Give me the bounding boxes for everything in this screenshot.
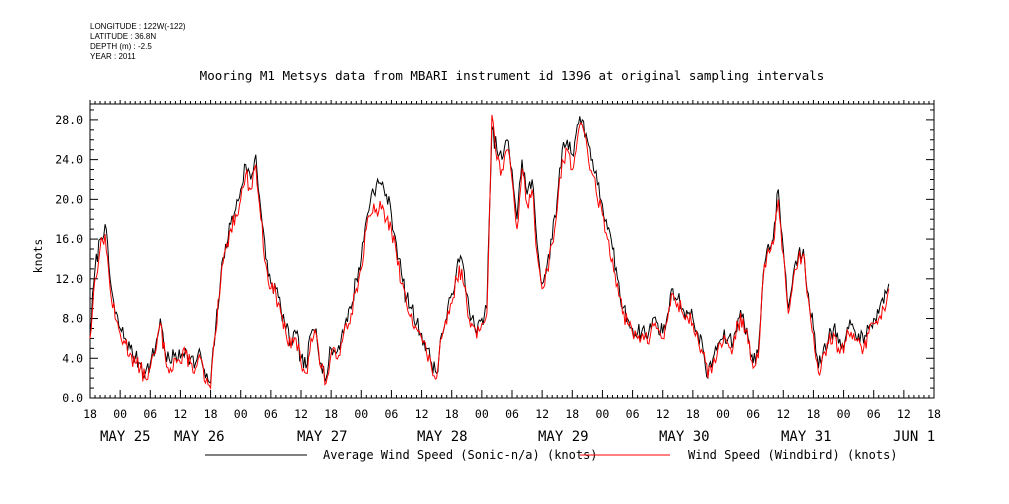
legend-label-2: Wind Speed (Windbird) (knots) [688,448,898,462]
metadata-block: LONGITUDE : 122W(-122) LATITUDE : 36.8N … [90,22,186,62]
y-tick-label: 8.0 [62,312,83,326]
x-tick-label: 00 [475,407,489,421]
y-tick-label: 4.0 [62,351,83,365]
date-label: MAY 27 [297,429,348,445]
x-tick-label: 18 [324,407,338,421]
x-tick-label: 12 [656,407,670,421]
x-tick-label: 00 [595,407,609,421]
date-label: MAY 29 [538,429,589,445]
x-tick-label: 00 [234,407,248,421]
series-group [89,114,890,391]
legend: Average Wind Speed (Sonic-n/a) (knots) Wi… [205,448,898,462]
y-tick-label: 28.0 [55,113,83,127]
x-tick-label: 06 [505,407,519,421]
legend-label-1: Average Wind Speed (Sonic-n/a) (knots) [323,448,598,462]
y-tick-label: 20.0 [55,192,83,206]
x-tick-label: 06 [264,407,278,421]
x-tick-label: 18 [83,407,97,421]
x-tick-label: 18 [204,407,218,421]
y-tick-label: 16.0 [55,232,83,246]
x-tick-label: 00 [354,407,368,421]
longitude-text: LONGITUDE : 122W(-122) [90,22,186,31]
x-tick-label: 12 [415,407,429,421]
y-tick-label: 12.0 [55,272,83,286]
date-label: MAY 26 [174,429,225,445]
axes-group: 0.0 4.0 8.0 12.0 16.0 20.0 24.0 28.0 18 00 06 12 18 0… [55,100,941,445]
x-tick-label: 06 [867,407,881,421]
x-tick-label: 18 [806,407,820,421]
y-tick-label: 0.0 [62,391,83,405]
x-tick-label: 06 [746,407,760,421]
chart-title: Mooring M1 Metsys data from MBARI instru… [200,68,825,83]
series-line-1 [89,116,890,385]
x-tick-label: 00 [837,407,851,421]
year-text: YEAR : 2011 [90,52,136,61]
x-tick-label: 18 [927,407,941,421]
x-tick-label: 06 [626,407,640,421]
y-axis-label: knots [31,239,45,274]
date-label: MAY 28 [417,429,468,445]
x-tick-label: 00 [716,407,730,421]
x-tick-label: 18 [686,407,700,421]
date-label: MAY 31 [781,429,832,445]
x-tick-label: 18 [445,407,459,421]
depth-text: DEPTH (m) : -2.5 [90,42,152,51]
plot-frame [89,103,935,399]
x-tick-label: 12 [897,407,911,421]
x-tick-label: 06 [384,407,398,421]
series-line-2 [89,114,890,391]
x-tick-label: 06 [143,407,157,421]
y-tick-label: 24.0 [55,153,83,167]
latitude-text: LATITUDE : 36.8N [90,32,157,41]
x-tick-label: 18 [565,407,579,421]
x-tick-label: 12 [173,407,187,421]
date-label: JUN 1 [893,429,935,445]
x-tick-label: 12 [294,407,308,421]
x-tick-label: 12 [535,407,549,421]
x-tick-label: 00 [113,407,127,421]
x-tick-label: 12 [776,407,790,421]
date-label: MAY 25 [100,429,151,445]
date-label: MAY 30 [659,429,710,445]
